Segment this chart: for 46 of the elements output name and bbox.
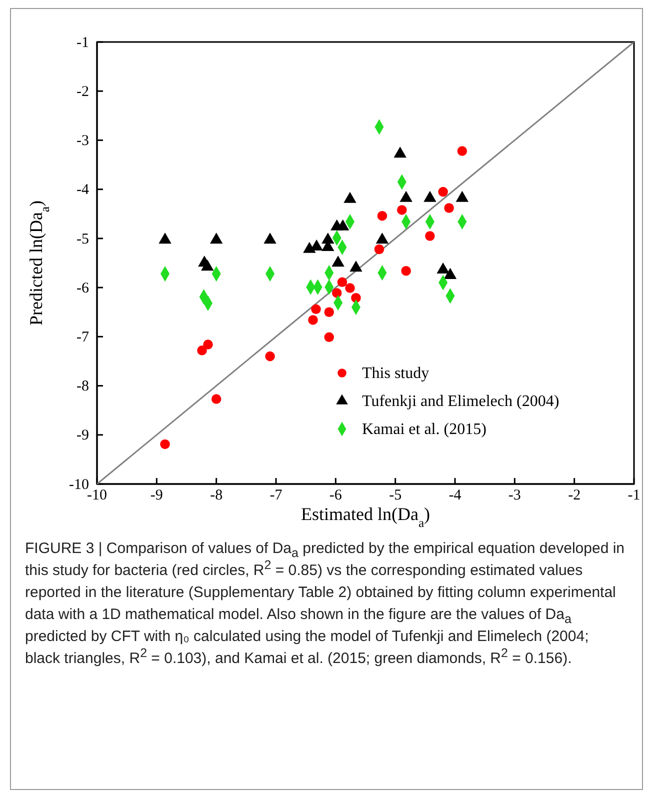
y-tick-label: -8 [76,378,89,395]
point [265,351,275,362]
y-tick-label: -9 [76,428,89,444]
point [438,186,448,197]
x-tick-label: -5 [389,488,402,504]
y-tick-label: -3 [76,133,89,150]
point [374,244,384,254]
y-tick-label: -5 [76,231,89,248]
point [197,346,207,356]
point [337,277,348,288]
point [444,203,454,213]
point [311,304,321,314]
x-tick-label: -6 [329,488,342,504]
x-tick-label: -10 [87,488,107,504]
point [397,205,407,215]
text: FIGURE 3 | Comparison of values of Da$_{a}$ predicted by the empirical equation developed in this study for bacteria (red circles, R$^{2}$ = 0.85) vs the corresponding estimated values reported in the literature (Supplementary Table 2) obtained by fitting column experimental data with a 1D mathematical model. Also shown in the figure are the values of Da$_{a}$ predicted by CFT with η₀ calculated using the model of Tufenkji and Elimelech (2004; black triangles, R$^{2}$ = 0.103), and Kamai et al. (2015; green diamonds, R$^{2}$ = 0.156). [25,540,624,667]
x-tick-label: -7 [270,488,283,504]
y-tick-label: -2 [76,84,89,100]
point [377,210,388,221]
x-tick-label: -3 [508,488,521,504]
point [345,283,355,293]
legend-label: This study [362,365,430,382]
legend-label: Tufenkji and Elimelech (2004) [362,393,560,410]
point [425,231,435,241]
x-tick-label: -8 [210,488,223,504]
y-tick-label: -1 [76,34,89,51]
x-tick-label: -9 [150,488,163,504]
x-axis-title: Estimated ln(Da$_{a}$) [300,504,430,530]
point [401,266,411,276]
x-tick-label: -2 [568,488,581,504]
point [211,394,222,404]
x-tick-label: -4 [448,488,462,504]
y-tick-label: -7 [76,329,90,346]
y-tick-label: -6 [76,280,90,296]
point [203,340,213,350]
point [457,146,468,156]
point [324,307,334,317]
point [160,439,170,450]
y-tick-label: -4 [76,182,90,198]
point [351,292,361,303]
x-tick-label: -1 [628,488,640,504]
legend-label: Kamai et al. (2015) [362,421,486,438]
point [324,332,334,342]
y-tick-label: -10 [69,476,89,493]
point [308,315,318,325]
point [332,288,342,298]
